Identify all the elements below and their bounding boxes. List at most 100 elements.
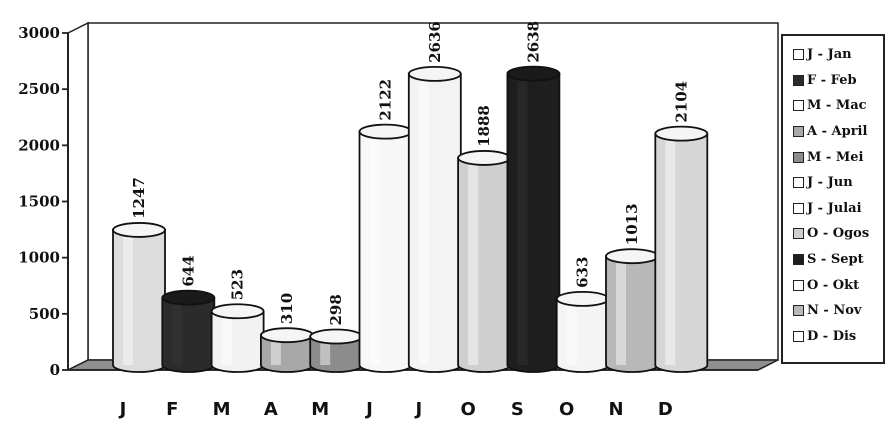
cylinder-bar xyxy=(358,123,413,373)
data-label: 310 xyxy=(278,293,296,324)
legend-item: J - Jun xyxy=(793,170,879,196)
x-category-label: M xyxy=(311,399,329,420)
cylinder-top xyxy=(112,222,166,238)
legend-swatch xyxy=(793,177,804,189)
x-category-label: D xyxy=(658,399,673,420)
cylinder-body xyxy=(407,72,462,373)
side-wall xyxy=(67,21,89,372)
legend-label: S - Sept xyxy=(807,252,864,268)
y-tick-label: 3000 xyxy=(18,24,60,42)
cylinder-bar xyxy=(210,303,265,373)
cylinder-bar xyxy=(555,290,610,373)
legend-swatch xyxy=(793,279,804,291)
cylinder-top xyxy=(358,123,413,140)
cylinder-highlight xyxy=(221,318,232,365)
cylinder-top xyxy=(457,150,512,166)
data-labels: 1247 644 523 310 298 2122 2636 1888 2638 633 1013 2… xyxy=(130,21,690,326)
cylinder-body xyxy=(457,157,511,373)
legend-swatch xyxy=(793,151,804,163)
y-tick-label: 1000 xyxy=(18,249,60,267)
cylinder-bar xyxy=(457,150,512,373)
cylinder-body xyxy=(210,310,265,373)
legend-swatch xyxy=(793,228,804,240)
legend-swatch xyxy=(793,126,804,138)
cylinder-highlight xyxy=(468,164,479,365)
legend-label: O - Ogos xyxy=(807,226,870,242)
cylinder-highlight xyxy=(418,80,429,365)
cylinder-bar xyxy=(506,65,561,373)
cylinder-highlight xyxy=(320,343,331,365)
legend-item: O - Okt xyxy=(793,272,879,298)
x-category-label: N xyxy=(608,399,623,420)
x-category-label: J xyxy=(118,399,127,420)
y-tick-label: 2500 xyxy=(18,80,60,98)
cylinder-highlight xyxy=(665,140,676,365)
cylinder-top xyxy=(605,248,659,265)
data-label: 2638 xyxy=(524,21,542,63)
legend-label: M - Mei xyxy=(807,149,864,165)
legend-item: F - Feb xyxy=(793,68,879,94)
legend-label: A - April xyxy=(807,124,868,140)
cylinder-body xyxy=(358,130,413,373)
cylinder-top xyxy=(407,65,462,82)
cylinder-top xyxy=(210,303,265,320)
legend-swatch xyxy=(793,330,804,342)
legend-label: M - Mac xyxy=(807,98,867,114)
x-category-label: F xyxy=(166,399,178,420)
legend-item: A - April xyxy=(793,119,879,145)
data-label: 2636 xyxy=(426,21,444,63)
cylinder-bar xyxy=(259,327,314,373)
legend-label: F - Feb xyxy=(807,72,857,88)
legend-item: J - Julai xyxy=(793,196,879,222)
x-category-label: M xyxy=(213,399,231,420)
legend-label: O - Okt xyxy=(807,277,860,293)
legend-item: M - Mei xyxy=(793,144,879,170)
cylinder-top xyxy=(654,125,709,142)
cylinder-body xyxy=(506,72,561,373)
cylinder-bar xyxy=(407,65,462,373)
legend-label: D - Dis xyxy=(807,328,857,344)
legend-swatch xyxy=(793,49,804,61)
cylinder-body xyxy=(605,255,659,373)
data-label: 523 xyxy=(229,269,247,300)
cylinder-top xyxy=(161,289,216,306)
data-label: 298 xyxy=(327,294,345,325)
x-category-label: S xyxy=(511,399,524,420)
data-label: 1013 xyxy=(623,203,641,245)
legend-swatch xyxy=(793,100,804,112)
y-tick-label: 0 xyxy=(50,361,60,379)
legend-item: M - Mac xyxy=(793,93,879,119)
cylinder-highlight xyxy=(616,263,626,365)
cylinder-top xyxy=(555,290,610,307)
cylinder-highlight xyxy=(270,342,281,365)
bars xyxy=(112,65,709,373)
cylinder-body xyxy=(555,297,610,373)
legend-swatch xyxy=(793,305,804,317)
data-label: 1888 xyxy=(475,105,493,147)
cylinder-highlight xyxy=(123,236,133,365)
y-axis: 0 500 1000 1500 2000 2500 3000 xyxy=(18,24,69,379)
cylinder-highlight xyxy=(566,305,577,365)
cylinder-bar xyxy=(309,328,364,373)
cylinder-bar xyxy=(654,125,709,373)
legend: J - Jan F - Feb M - Mac A - April M - Mei J -… xyxy=(781,34,885,364)
data-label: 2104 xyxy=(672,81,690,123)
cylinder-highlight xyxy=(517,80,528,365)
cylinder-bar xyxy=(112,222,166,373)
legend-swatch xyxy=(793,202,804,214)
cylinder-bar xyxy=(161,289,216,373)
cylinder-body xyxy=(161,296,216,373)
cylinder-body xyxy=(654,132,709,373)
legend-label: J - Jan xyxy=(807,47,852,63)
legend-item: O - Ogos xyxy=(793,221,879,247)
x-category-label: A xyxy=(264,399,278,420)
x-category-label: J xyxy=(364,399,373,420)
x-category-label: J xyxy=(413,399,422,420)
legend-item: D - Dis xyxy=(793,324,879,350)
legend-item: N - Nov xyxy=(793,298,879,324)
legend-item: S - Sept xyxy=(793,247,879,273)
cylinder-top xyxy=(259,327,314,344)
cylinder-body xyxy=(112,229,166,373)
cylinder-highlight xyxy=(369,138,380,365)
